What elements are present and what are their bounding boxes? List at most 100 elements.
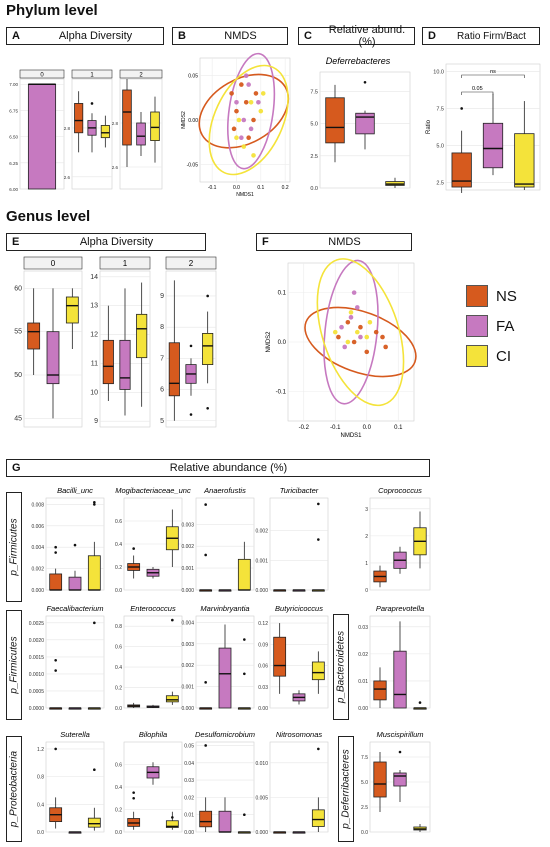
point-ci <box>236 117 242 123</box>
outlier-point <box>460 107 463 110</box>
box-ns <box>168 342 180 397</box>
panel-title: Muscispirillum <box>376 730 423 739</box>
y-tick-label: 0.6 <box>115 519 122 525</box>
point-fa <box>358 334 363 340</box>
legend-swatch-ci <box>466 345 488 367</box>
y-tick-label: 0.002 <box>181 663 194 669</box>
phylum-label-firmicutes-2: p_Firmicutes <box>6 610 22 720</box>
box-ci <box>87 555 101 591</box>
panel-title: Marvinbryantia <box>200 604 249 613</box>
y-tick-label: 0.0 <box>310 186 318 192</box>
y-tick-label: 0.0000 <box>29 706 45 712</box>
y-tick-label: 2 <box>365 534 368 540</box>
outlier-point <box>189 344 193 348</box>
y-tick-label: -0.05 <box>187 162 199 168</box>
y-tick-label: 0.008 <box>31 502 44 508</box>
y-tick-label: 0.0010 <box>29 672 45 678</box>
facet-strip <box>23 256 83 270</box>
box-fa <box>27 83 57 190</box>
panel-title: Enterococcus <box>130 604 176 613</box>
y-tick-label: 0.4 <box>37 802 44 808</box>
chart-panel-b: -0.1 0.0 0.1 0.2 0.05 0.00 -0.05 NMDS1 NMDS2 <box>181 52 291 198</box>
x-tick-label: 0.1 <box>394 425 403 431</box>
outlier-point <box>204 744 207 747</box>
outlier-point <box>132 791 135 794</box>
outlier-point <box>317 747 320 751</box>
panel-d-title: Ratio Firm/Bact <box>457 30 526 42</box>
phylum-label-proteobacteria: p_Proteobacteria <box>6 736 22 842</box>
point-ci <box>332 329 338 335</box>
y-tick-label: 7 <box>160 355 164 362</box>
outlier-point <box>317 538 320 541</box>
y-tick-label: 0.2 <box>115 565 122 571</box>
y-tick-label: 0.000 <box>31 588 44 594</box>
box-ci <box>87 817 101 828</box>
ellipse-fa <box>227 52 276 170</box>
point-ns <box>345 319 351 325</box>
panel-g-title: Relative abundance (%) <box>169 462 288 474</box>
point-ci <box>367 319 373 325</box>
y-tick-label: 5.0 <box>436 144 444 150</box>
box-ns <box>122 89 132 146</box>
y-tick-label: 9 <box>160 293 164 300</box>
y-tick-label: 2.8 <box>112 121 119 126</box>
box-ns <box>373 761 387 798</box>
point-fa <box>342 344 347 350</box>
box-ns <box>102 339 114 385</box>
legend-swatch-fa <box>466 315 488 337</box>
point-ns <box>351 339 357 345</box>
panel-d-header: D Ratio Firm/Bact <box>422 27 540 45</box>
panel-title: Mogibacteriaceae_unc <box>115 486 191 495</box>
point-fa <box>355 305 360 310</box>
point-ci <box>241 144 247 149</box>
y-tick-label: 5 <box>160 418 164 425</box>
point-fa <box>248 126 254 132</box>
y-tick-label: 0.006 <box>31 524 44 530</box>
panel-title: Nitrosomonas <box>276 730 323 739</box>
outlier-point <box>93 503 96 506</box>
chart-panel-e: 0 45 50 55 60 1 9 10 11 12 13 14 2 5 6 7 8 9 <box>14 256 217 428</box>
point-ns <box>358 324 363 330</box>
x-tick-label: 0.0 <box>363 425 372 431</box>
y-tick-label: 0.0015 <box>29 655 45 661</box>
y-tick-label: 6.50 <box>9 135 18 140</box>
panel-e-header: E Alpha Diversity <box>6 233 206 251</box>
y-tick-label: 12 <box>90 332 98 339</box>
box-fa <box>218 647 232 709</box>
y-tick-label: 0.003 <box>181 522 194 528</box>
facet-strip <box>71 69 113 79</box>
chart-panel-f: -0.2 -0.1 0.0 0.1 0.1 0.0 -0.1 NMDS1 NMDS2 <box>266 258 417 439</box>
point-ns <box>253 91 259 96</box>
panel-a-title: Alpha Diversity <box>58 30 133 42</box>
significance-label: ns <box>490 69 496 75</box>
panel-title: Anaerofustis <box>203 486 246 495</box>
plot-area <box>269 497 329 591</box>
point-fa <box>234 99 239 105</box>
box-ns <box>373 680 387 701</box>
panel-title: Paraprevotella <box>376 604 424 613</box>
outlier-point <box>189 413 193 416</box>
x-axis-label: NMDS1 <box>340 433 362 439</box>
y-tick-label: 0.000 <box>255 830 268 836</box>
outlier-point <box>54 658 57 662</box>
panel-c-title: Relative abund. (%) <box>328 24 406 48</box>
y-tick-label: 0.000 <box>255 588 268 594</box>
y-tick-label: 2.8 <box>64 126 71 131</box>
panel-title: Bilophila <box>139 730 167 739</box>
box-ci <box>65 296 79 324</box>
legend: NS FA CI <box>466 281 517 371</box>
point-ci <box>251 153 256 158</box>
point-ci <box>355 329 360 335</box>
box-ci <box>165 695 179 703</box>
outlier-point <box>204 681 207 684</box>
y-tick-label: 0.00 <box>258 706 268 712</box>
significance-bracket <box>461 91 494 95</box>
y-tick-label: 0 <box>365 588 368 594</box>
y-tick-label: 0.0005 <box>29 689 45 695</box>
panel-c-letter: C <box>304 30 312 42</box>
box-fa <box>218 810 232 833</box>
point-fa <box>351 290 357 295</box>
box-ns <box>49 573 63 591</box>
outlier-point <box>54 545 57 549</box>
y-tick-label: 50 <box>14 372 22 379</box>
